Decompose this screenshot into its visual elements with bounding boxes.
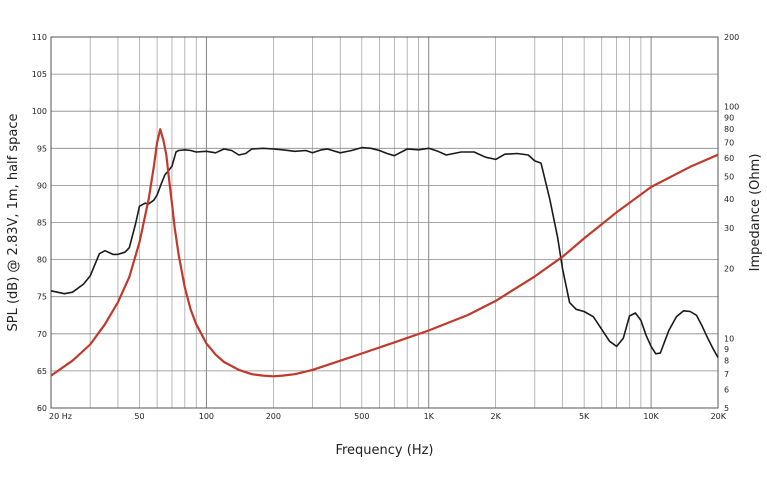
x-tick-label: 100 — [199, 412, 214, 421]
y-tick-label: 65 — [37, 367, 47, 376]
y2-tick-label: 60 — [724, 154, 734, 163]
y2-tick-label: 20 — [724, 265, 734, 274]
y-tick-label: 85 — [37, 219, 47, 228]
y-tick-label: 100 — [32, 107, 47, 116]
x-tick-label: 2K — [490, 412, 501, 421]
x-tick-label: 200 — [266, 412, 281, 421]
y2-tick-label: 100 — [724, 103, 739, 112]
chart-grid — [51, 37, 718, 408]
x-tick-label: 20K — [711, 412, 727, 421]
x-tick-label: 500 — [354, 412, 369, 421]
x-tick-label: 50 — [134, 412, 144, 421]
y-tick-label: 75 — [37, 293, 47, 302]
x-tick-label: 20 Hz — [49, 412, 72, 421]
y2-tick-label: 80 — [724, 125, 734, 134]
y2-tick-label: 30 — [724, 224, 734, 233]
y2-tick-label: 200 — [724, 33, 739, 42]
y-tick-label: 90 — [37, 181, 47, 190]
y2-tick-label: 40 — [724, 195, 734, 204]
y2-tick-label: 70 — [724, 139, 734, 148]
y-axis-label: SPL (dB) @ 2.83V, 1m, half space — [6, 113, 21, 331]
y-tick-label: 60 — [37, 404, 47, 413]
y-tick-label: 110 — [32, 33, 47, 42]
impedance-curve — [50, 128, 719, 378]
y2-tick-label: 9 — [724, 345, 729, 354]
y-tick-label: 105 — [32, 70, 47, 79]
x-tick-label: 5K — [579, 412, 590, 421]
y-tick-label: 80 — [37, 256, 47, 265]
y2-tick-label: 10 — [724, 334, 734, 343]
plot-border — [50, 36, 719, 409]
y-tick-label: 95 — [37, 144, 47, 153]
x-tick-label: 10K — [643, 412, 659, 421]
y-axis-ticks: 60 65 70 75 80 85 90 95 100 105 110 — [32, 33, 47, 413]
x-tick-label: 1K — [424, 412, 435, 421]
y2-tick-label: 8 — [724, 357, 729, 366]
chart-series — [50, 128, 719, 378]
x-axis-label: Frequency (Hz) — [335, 443, 433, 458]
x-axis-ticks: 20 Hz 50 100 200 500 1K 2K 5K 10K 20K — [49, 412, 727, 421]
spl-curve — [50, 146, 719, 358]
y2-axis-label: Impedance (Ohm) — [748, 154, 763, 272]
y2-tick-label: 5 — [724, 404, 729, 413]
y2-tick-label: 6 — [724, 386, 729, 395]
y2-tick-label: 50 — [724, 172, 734, 181]
y2-tick-label: 90 — [724, 113, 734, 122]
y2-tick-label: 7 — [724, 370, 729, 379]
y-tick-label: 70 — [37, 330, 47, 339]
